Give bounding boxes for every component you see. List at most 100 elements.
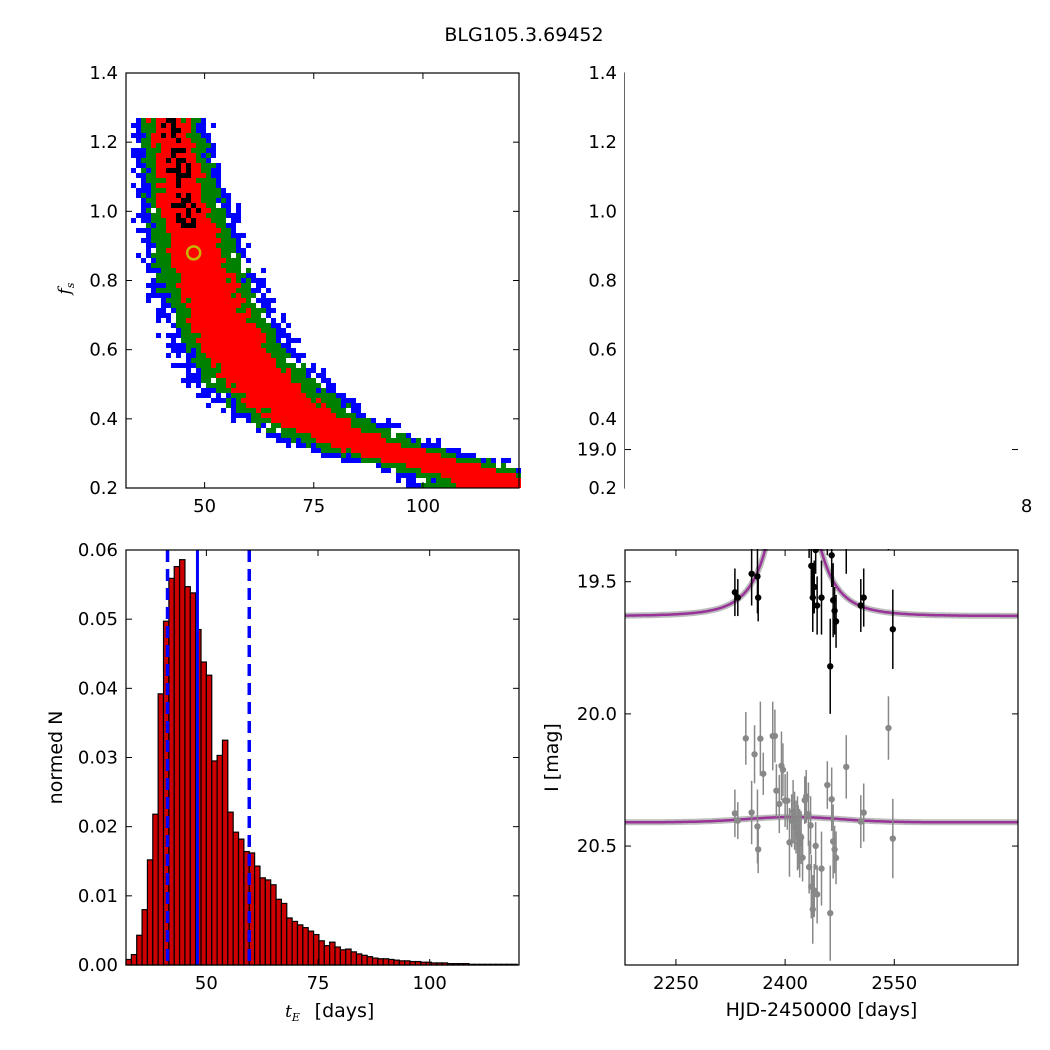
fs-tE-density-cell: [211, 358, 216, 363]
data-point: [748, 570, 755, 577]
fs-tE-density-cell: [196, 228, 201, 233]
fs-tE-density-cell: [161, 243, 166, 248]
fs-tE-density-cell: [216, 283, 221, 288]
fs-tE-density-cell: [186, 318, 191, 323]
fs-tE-density-cell: [491, 478, 496, 483]
fs-tE-density-cell: [246, 243, 251, 248]
fs-tE-density-cell: [251, 293, 256, 298]
fs-tE-density-cell: [176, 158, 181, 163]
hist-xtick-label: 100: [413, 973, 447, 994]
fs-tE-density-cell: [511, 473, 516, 478]
fs-tE-density-cell: [166, 193, 171, 198]
residual-point: [812, 842, 819, 850]
fs-tE-density-cell: [211, 218, 216, 223]
fs-tE-density-cell: [311, 388, 316, 393]
fs-tE-density-cell: [206, 348, 211, 353]
fs-tE-density-cell: [216, 243, 221, 248]
fs-tE-density-cell: [446, 468, 451, 473]
fs-tE-density-cell: [341, 413, 346, 418]
fs-tE-density-cell: [256, 288, 261, 293]
fs-tE-density-cell: [226, 318, 231, 323]
fs-tE-density-cell: [386, 433, 391, 438]
fs-tE-density-cell: [196, 198, 201, 203]
fs-tE-density-cell: [226, 398, 231, 403]
fs-tE-density-cell: [161, 133, 166, 138]
data-point: [831, 607, 838, 614]
fs-tE-density-cell: [236, 298, 241, 303]
fs-tE-density-cell: [331, 443, 336, 448]
fs-tE-density-cell: [166, 313, 171, 318]
fs-tE-density-cell: [226, 328, 231, 333]
fs-tE-density-cell: [256, 283, 261, 288]
fs-tE-density-cell: [241, 308, 246, 313]
fs-tE-density-cell: [171, 263, 176, 268]
fs-tE-density-cell: [436, 463, 441, 468]
fs-tE-density-cell: [176, 148, 181, 153]
fs-tE-density-cell: [176, 243, 181, 248]
fs-tE-density-cell: [241, 328, 246, 333]
fs-tE-density-cell: [181, 318, 186, 323]
fs-tE-density-cell: [141, 228, 146, 233]
fs-tE-density-cell: [186, 323, 191, 328]
fs-tE-density-cell: [211, 338, 216, 343]
fs-tE-density-cell: [456, 483, 461, 488]
fs-tE-density-cell: [371, 443, 376, 448]
fs-tE-density-cell: [196, 303, 201, 308]
fs-tE-density-cell: [281, 428, 286, 433]
fs-tE-density-cell: [206, 143, 211, 148]
fs-tE-density-cell: [231, 373, 236, 378]
fs-tE-density-cell: [161, 248, 166, 253]
fs-tE-density-cell: [156, 233, 161, 238]
fs-tE-density-cell: [151, 283, 156, 288]
fs-tE-density-cell: [381, 423, 386, 428]
fs-tE-density-cell: [276, 383, 281, 388]
fs-tE-density-cell: [246, 288, 251, 293]
histogram-bar: [216, 754, 224, 966]
fs-tE-density-cell: [166, 273, 171, 278]
fs-tE-density-cell: [406, 443, 411, 448]
fs-tE-density-cell: [151, 153, 156, 158]
fs-tE-density-cell: [156, 133, 161, 138]
fs-tE-density-cell: [216, 263, 221, 268]
fs-tE-density-cell: [261, 388, 266, 393]
fs-tE-density-cell: [191, 308, 196, 313]
fs-tE-density-cell: [146, 193, 151, 198]
fs-tE-density-cell: [146, 263, 151, 268]
fs-tE-density-cell: [466, 478, 471, 483]
fs-tE-density-cell: [471, 468, 476, 473]
fs-tE-density-cell: [336, 433, 341, 438]
fs-tE-density-cell: [401, 453, 406, 458]
fs-tE-density-cell: [201, 208, 206, 213]
fs-tE-density-cell: [171, 163, 176, 168]
fs-tE-density-cell: [246, 313, 251, 318]
fs-tE-density-cell: [186, 298, 191, 303]
data-point: [889, 626, 897, 633]
fs-tE-density-cell: [266, 428, 271, 433]
fs-tE-density-cell: [141, 148, 146, 153]
fs-tE-density-cell: [196, 348, 201, 353]
fs-tE-density-cell: [311, 393, 316, 398]
fs-tE-density-cell: [306, 368, 311, 373]
fs-tE-density-cell: [321, 453, 326, 458]
fs-tE-density-cell: [206, 243, 211, 248]
residual-point: [771, 732, 779, 740]
fs-tE-density-cell: [461, 453, 466, 458]
fs-tE-density-cell: [266, 383, 271, 388]
fs-tE-density-cell: [226, 313, 231, 318]
fs-tE-density-cell: [386, 443, 391, 448]
fs-tE-density-cell: [191, 248, 196, 253]
fs-tE-density-cell: [491, 468, 496, 473]
fs-tE-density-cell: [421, 443, 426, 448]
fs-tE-density-cell: [201, 318, 206, 323]
fs-tE-density-cell: [176, 223, 181, 228]
fs-tE-density-cell: [291, 363, 296, 368]
fs-tE-density-cell: [221, 363, 226, 368]
fs-tE-density-cell: [181, 263, 186, 268]
fs-tE-density-cell: [266, 368, 271, 373]
fs-tE-density-cell: [231, 263, 236, 268]
fs-tE-density-cell: [211, 298, 216, 303]
fs-tE-density-cell: [456, 473, 461, 478]
fs-tE-density-cell: [241, 393, 246, 398]
fs-tE-density-cell: [181, 233, 186, 238]
